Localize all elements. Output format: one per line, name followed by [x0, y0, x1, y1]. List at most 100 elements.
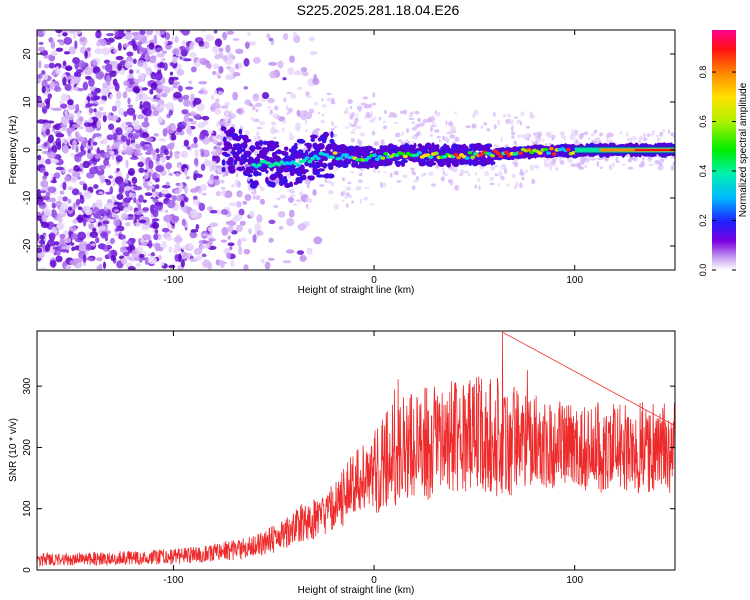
spectrogram-blob [149, 55, 157, 64]
spectrogram-halo [283, 97, 287, 103]
spectrogram-halo [544, 159, 547, 165]
spectrogram-halo [396, 180, 402, 183]
spectrogram-blob [169, 62, 174, 67]
spectrogram-halo [411, 126, 418, 131]
spectrogram-halo [509, 119, 514, 125]
spectrogram-blob [162, 86, 171, 94]
spectrogram-blob [237, 238, 242, 247]
spectrogram-blob [139, 156, 146, 163]
spectrogram-blob [169, 86, 174, 92]
spectrogram-blob [293, 32, 298, 37]
ridge-core [537, 151, 543, 155]
spectrogram-halo [659, 131, 664, 137]
spectrogram-blob [122, 206, 130, 213]
ridge-blob [302, 174, 307, 180]
spectrogram-halo [215, 190, 222, 197]
spectrogram-blob [159, 61, 165, 68]
spectrogram-halo [301, 117, 306, 121]
spectrogram-blob [174, 151, 180, 160]
spectrogram-halo [368, 119, 374, 123]
spectrogram-halo [253, 135, 258, 142]
spectrogram-halo [454, 136, 460, 142]
spectrogram-blob [80, 145, 84, 152]
spectrogram-blob [234, 63, 239, 70]
spectrogram-blob [49, 232, 56, 240]
spectrogram-halo [438, 139, 441, 143]
spectrogram-blob [37, 201, 46, 206]
spectrogram-halo [606, 138, 609, 144]
spectrogram-blob [94, 48, 103, 55]
spectrogram-blob [201, 192, 207, 196]
spectrogram-halo [253, 93, 259, 98]
spectrogram-halo [302, 110, 308, 115]
spectrogram-blob [66, 127, 76, 133]
ridge-band-core [634, 149, 675, 151]
spectrogram-halo [220, 190, 226, 196]
spectrogram-blob [82, 183, 88, 191]
spectrogram-blob [67, 113, 75, 121]
spectrogram-halo [349, 105, 353, 110]
spectrogram-blob [199, 132, 206, 140]
spectrogram-blob [195, 173, 203, 178]
spectrogram-blob [72, 177, 76, 181]
spectrogram-blob [299, 254, 307, 262]
spectrogram-halo [460, 169, 465, 176]
spectrogram-halo [273, 105, 279, 111]
spectrogram-blob [248, 210, 255, 218]
ridge-core [265, 161, 271, 165]
spectrogram-halo [656, 134, 659, 137]
spectrogram-halo [267, 106, 272, 109]
spectrogram-blob [189, 209, 198, 219]
spectrogram-blob [92, 133, 102, 137]
spectrogram-blob [247, 41, 257, 46]
spectrogram-blob [117, 63, 122, 71]
spectrogram-halo [269, 109, 274, 115]
ridge-core [498, 154, 504, 159]
spectrogram-halo [480, 125, 483, 129]
spectrogram-blob [88, 223, 95, 230]
spectrogram-halo [308, 108, 315, 114]
spectrogram-halo [583, 131, 589, 136]
spectrogram-blob [85, 126, 94, 133]
spectrogram-halo [393, 170, 399, 176]
spectrogram-blob [63, 36, 73, 45]
spectrogram-halo [228, 117, 232, 121]
ridge-blob [317, 142, 325, 150]
spectrogram-halo [389, 172, 393, 178]
spectrogram-blob [41, 214, 48, 222]
spectrogram-blob [313, 236, 323, 245]
spectrogram-halo [594, 137, 601, 140]
spectrogram-blob [156, 84, 166, 89]
spectrogram-halo [355, 113, 358, 117]
spectrogram-halo [351, 123, 356, 128]
spectrogram-halo [413, 179, 419, 183]
ridge-blob [268, 140, 276, 146]
spectrogram-blob [82, 254, 87, 263]
spectrogram-blob [93, 184, 99, 189]
snr-ytick-label: 0 [22, 567, 33, 573]
spectrogram-halo [248, 141, 255, 145]
ridge-blob [367, 146, 374, 152]
spectrogram-blob [130, 156, 139, 160]
spectrogram-blob [215, 71, 220, 77]
spectrogram-blob [112, 132, 118, 141]
spectrogram-halo [351, 200, 355, 204]
spectrogram-halo [486, 128, 491, 132]
ridge-blob [429, 161, 437, 166]
ridge-blob [255, 145, 262, 150]
spectrogram-blob [98, 99, 107, 104]
spectrogram-halo [255, 130, 260, 136]
spectrogram-blob [222, 55, 228, 62]
spectrogram-blob [172, 81, 181, 85]
spectrogram-blob [136, 69, 140, 74]
spectrogram-blob [83, 190, 92, 200]
spectrogram-blob [49, 197, 57, 203]
spectrogram-blob [114, 227, 120, 232]
spectrogram-blob [142, 178, 146, 182]
spectrogram-halo [401, 131, 405, 137]
spectrogram-blob [182, 94, 190, 101]
ridge-blob [298, 139, 306, 144]
spectrogram-blob [140, 237, 145, 243]
spectrogram-blob [207, 262, 212, 270]
spectrogram-blob [39, 189, 46, 194]
